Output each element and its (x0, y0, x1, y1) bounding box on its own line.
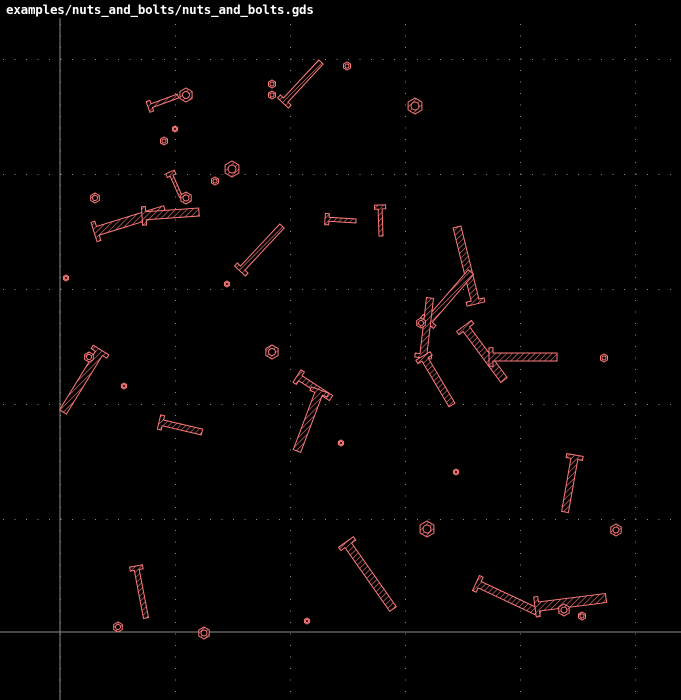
origin-axes (0, 18, 681, 700)
nut-hole (601, 355, 607, 361)
bolt-shape[interactable] (415, 351, 456, 408)
nut-shape[interactable] (120, 382, 128, 390)
nut-hole (64, 276, 68, 280)
nut-hole (200, 629, 208, 637)
bolt-shape[interactable] (373, 204, 387, 237)
nut-hole (612, 526, 620, 534)
nut-shape[interactable] (113, 621, 123, 633)
nut-hole (173, 127, 177, 131)
bolt-shape[interactable] (140, 205, 200, 226)
nut-hole (344, 63, 350, 69)
bolt-shape[interactable] (452, 225, 486, 307)
nut-hole (182, 91, 190, 99)
bolt-shape[interactable] (337, 536, 397, 612)
bolt-shape[interactable] (471, 574, 543, 617)
nut-hole (227, 164, 237, 174)
nut-shape[interactable] (90, 192, 100, 204)
bolt-shape[interactable] (292, 386, 330, 454)
nut-shape[interactable] (610, 523, 622, 537)
nut-shape[interactable] (337, 439, 345, 447)
nut-shape[interactable] (600, 353, 608, 363)
nut-hole (418, 320, 424, 326)
nut-shape[interactable] (419, 520, 435, 538)
nut-hole (410, 101, 420, 111)
nut-shape[interactable] (558, 603, 570, 617)
nut-shape[interactable] (578, 611, 586, 621)
bolt-shape[interactable] (488, 347, 558, 367)
nut-hole (92, 195, 98, 201)
nut-hole (86, 354, 92, 360)
nut-hole (268, 348, 276, 356)
bolt-shape[interactable] (145, 93, 180, 113)
nut-shape[interactable] (211, 176, 219, 186)
nut-shape[interactable] (223, 280, 231, 288)
bolt-shape[interactable] (233, 223, 285, 277)
nut-shape[interactable] (303, 617, 311, 625)
nut-shape[interactable] (160, 136, 168, 146)
nut-hole (269, 81, 275, 87)
nut-shape[interactable] (343, 61, 351, 71)
bolt-shape[interactable] (129, 564, 150, 620)
nut-hole (182, 194, 190, 202)
nut-shape[interactable] (180, 191, 192, 205)
bolt-shape[interactable] (324, 212, 357, 226)
nut-hole (115, 624, 121, 630)
bolt-shape[interactable] (533, 592, 608, 618)
nut-hole (560, 606, 568, 614)
nut-hole (422, 524, 432, 534)
nut-shape[interactable] (179, 87, 193, 103)
nut-shape[interactable] (171, 125, 179, 133)
nut-shape[interactable] (407, 97, 423, 115)
nut-shape[interactable] (224, 160, 240, 178)
file-path-title: examples/nuts_and_bolts/nuts_and_bolts.g… (6, 2, 314, 17)
nut-shape[interactable] (84, 351, 94, 363)
nut-shape[interactable] (265, 344, 279, 360)
nut-hole (212, 178, 218, 184)
nut-shape[interactable] (268, 79, 276, 89)
nut-hole (225, 282, 229, 286)
nut-hole (269, 92, 275, 98)
bolt-shape[interactable] (414, 297, 435, 360)
nut-shape[interactable] (268, 90, 276, 100)
grid-dots (3, 24, 671, 692)
bolt-shape[interactable] (156, 414, 204, 436)
nut-hole (339, 441, 343, 445)
nut-hole (454, 470, 458, 474)
nut-hole (122, 384, 126, 388)
bolt-shape[interactable] (276, 59, 324, 109)
bolt-shape[interactable] (419, 268, 475, 330)
bolt-shape[interactable] (455, 319, 508, 384)
nut-shape[interactable] (452, 468, 460, 476)
nut-hole (161, 138, 167, 144)
bolt-shape[interactable] (561, 453, 584, 514)
bolt-shape[interactable] (165, 169, 184, 199)
nut-shape[interactable] (416, 317, 426, 329)
bolt-shape[interactable] (58, 344, 110, 415)
layout-shapes (58, 59, 622, 640)
nut-hole (579, 613, 585, 619)
nut-shape[interactable] (198, 626, 210, 640)
nut-hole (305, 619, 309, 623)
nut-shape[interactable] (62, 274, 70, 282)
